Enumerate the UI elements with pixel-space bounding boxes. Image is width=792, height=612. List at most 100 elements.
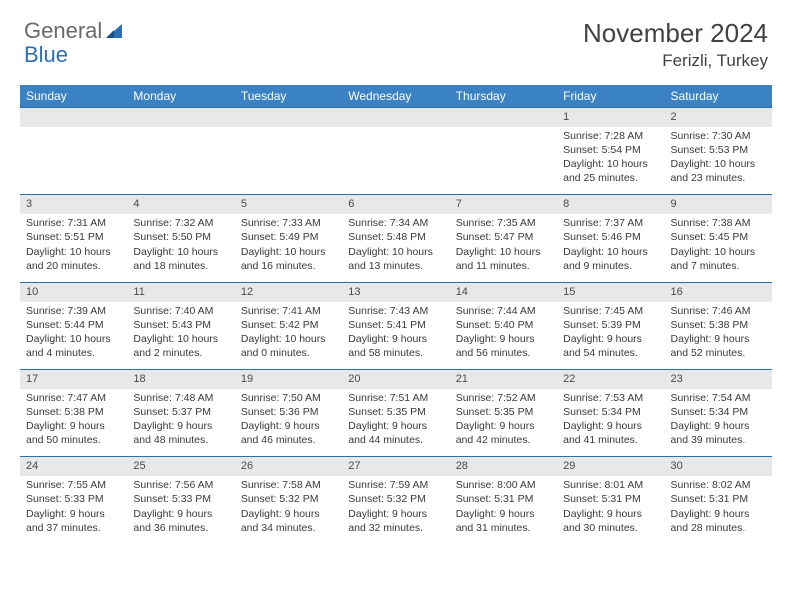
day-number-cell: 3: [20, 195, 127, 214]
sunrise-line: Sunrise: 7:47 AM: [26, 391, 121, 405]
daylight-line: Daylight: 9 hours and 44 minutes.: [348, 419, 443, 447]
sunrise-line: Sunrise: 7:48 AM: [133, 391, 228, 405]
daylight-line: Daylight: 9 hours and 41 minutes.: [563, 419, 658, 447]
sunrise-line: Sunrise: 7:28 AM: [563, 129, 658, 143]
daylight-line: Daylight: 10 hours and 0 minutes.: [241, 332, 336, 360]
day-number-cell: 23: [665, 370, 772, 389]
sunrise-line: Sunrise: 7:53 AM: [563, 391, 658, 405]
day-body-cell: Sunrise: 7:38 AMSunset: 5:45 PMDaylight:…: [665, 214, 772, 282]
daylight-line: Daylight: 9 hours and 36 minutes.: [133, 507, 228, 535]
day-number-cell: [235, 108, 342, 127]
day-body-cell: Sunrise: 7:51 AMSunset: 5:35 PMDaylight:…: [342, 389, 449, 457]
sunset-line: Sunset: 5:44 PM: [26, 318, 121, 332]
daylight-line: Daylight: 9 hours and 42 minutes.: [456, 419, 551, 447]
day-number-cell: 4: [127, 195, 234, 214]
logo-sail-icon: [104, 22, 124, 40]
sunset-line: Sunset: 5:35 PM: [456, 405, 551, 419]
day-number-cell: 27: [342, 457, 449, 476]
sunset-line: Sunset: 5:38 PM: [671, 318, 766, 332]
daylight-line: Daylight: 9 hours and 31 minutes.: [456, 507, 551, 535]
location: Ferizli, Turkey: [583, 51, 768, 71]
day-header: Tuesday: [235, 85, 342, 108]
day-body-cell: Sunrise: 8:01 AMSunset: 5:31 PMDaylight:…: [557, 476, 664, 544]
day-body-cell: [235, 127, 342, 195]
day-number-cell: 15: [557, 282, 664, 301]
day-number-cell: 19: [235, 370, 342, 389]
daylight-line: Daylight: 10 hours and 18 minutes.: [133, 245, 228, 273]
day-number-cell: 20: [342, 370, 449, 389]
daylight-line: Daylight: 9 hours and 39 minutes.: [671, 419, 766, 447]
sunrise-line: Sunrise: 7:51 AM: [348, 391, 443, 405]
day-number-cell: 25: [127, 457, 234, 476]
day-body-cell: Sunrise: 8:02 AMSunset: 5:31 PMDaylight:…: [665, 476, 772, 544]
sunset-line: Sunset: 5:33 PM: [133, 492, 228, 506]
day-body-cell: Sunrise: 8:00 AMSunset: 5:31 PMDaylight:…: [450, 476, 557, 544]
day-body-cell: [20, 127, 127, 195]
week-daynum-row: 10111213141516: [20, 282, 772, 301]
sunset-line: Sunset: 5:39 PM: [563, 318, 658, 332]
sunset-line: Sunset: 5:40 PM: [456, 318, 551, 332]
sunrise-line: Sunrise: 7:39 AM: [26, 304, 121, 318]
sunrise-line: Sunrise: 7:40 AM: [133, 304, 228, 318]
sunset-line: Sunset: 5:36 PM: [241, 405, 336, 419]
day-number-cell: 9: [665, 195, 772, 214]
sunrise-line: Sunrise: 7:55 AM: [26, 478, 121, 492]
day-body-cell: Sunrise: 7:56 AMSunset: 5:33 PMDaylight:…: [127, 476, 234, 544]
day-body-cell: Sunrise: 7:43 AMSunset: 5:41 PMDaylight:…: [342, 302, 449, 370]
day-body-cell: Sunrise: 7:47 AMSunset: 5:38 PMDaylight:…: [20, 389, 127, 457]
sunset-line: Sunset: 5:37 PM: [133, 405, 228, 419]
day-body-cell: Sunrise: 7:34 AMSunset: 5:48 PMDaylight:…: [342, 214, 449, 282]
day-number-cell: 13: [342, 282, 449, 301]
sunrise-line: Sunrise: 7:30 AM: [671, 129, 766, 143]
logo-text-1: General: [24, 18, 102, 44]
day-body-cell: [342, 127, 449, 195]
day-body-cell: Sunrise: 7:46 AMSunset: 5:38 PMDaylight:…: [665, 302, 772, 370]
day-number-cell: 1: [557, 108, 664, 127]
sunrise-line: Sunrise: 7:34 AM: [348, 216, 443, 230]
sunrise-line: Sunrise: 7:31 AM: [26, 216, 121, 230]
day-number-cell: 6: [342, 195, 449, 214]
day-header: Monday: [127, 85, 234, 108]
sunrise-line: Sunrise: 7:58 AM: [241, 478, 336, 492]
day-body-cell: Sunrise: 7:59 AMSunset: 5:32 PMDaylight:…: [342, 476, 449, 544]
sunset-line: Sunset: 5:51 PM: [26, 230, 121, 244]
daylight-line: Daylight: 9 hours and 52 minutes.: [671, 332, 766, 360]
page-header: General November 2024 Ferizli, Turkey: [0, 0, 792, 79]
sunrise-line: Sunrise: 7:43 AM: [348, 304, 443, 318]
daylight-line: Daylight: 10 hours and 2 minutes.: [133, 332, 228, 360]
day-header: Friday: [557, 85, 664, 108]
daylight-line: Daylight: 9 hours and 32 minutes.: [348, 507, 443, 535]
day-number-cell: [127, 108, 234, 127]
day-body-cell: Sunrise: 7:48 AMSunset: 5:37 PMDaylight:…: [127, 389, 234, 457]
day-number-cell: 14: [450, 282, 557, 301]
sunset-line: Sunset: 5:34 PM: [563, 405, 658, 419]
daylight-line: Daylight: 10 hours and 7 minutes.: [671, 245, 766, 273]
sunset-line: Sunset: 5:33 PM: [26, 492, 121, 506]
week-body-row: Sunrise: 7:55 AMSunset: 5:33 PMDaylight:…: [20, 476, 772, 544]
sunrise-line: Sunrise: 8:01 AM: [563, 478, 658, 492]
day-number-cell: 30: [665, 457, 772, 476]
day-header: Sunday: [20, 85, 127, 108]
daylight-line: Daylight: 9 hours and 28 minutes.: [671, 507, 766, 535]
sunset-line: Sunset: 5:35 PM: [348, 405, 443, 419]
sunrise-line: Sunrise: 7:46 AM: [671, 304, 766, 318]
sunset-line: Sunset: 5:46 PM: [563, 230, 658, 244]
sunset-line: Sunset: 5:45 PM: [671, 230, 766, 244]
day-number-cell: 10: [20, 282, 127, 301]
daylight-line: Daylight: 9 hours and 34 minutes.: [241, 507, 336, 535]
daylight-line: Daylight: 10 hours and 23 minutes.: [671, 157, 766, 185]
sunset-line: Sunset: 5:48 PM: [348, 230, 443, 244]
day-header: Thursday: [450, 85, 557, 108]
sunset-line: Sunset: 5:42 PM: [241, 318, 336, 332]
sunset-line: Sunset: 5:38 PM: [26, 405, 121, 419]
sunrise-line: Sunrise: 8:02 AM: [671, 478, 766, 492]
sunset-line: Sunset: 5:31 PM: [563, 492, 658, 506]
day-number-cell: 5: [235, 195, 342, 214]
week-daynum-row: 3456789: [20, 195, 772, 214]
week-body-row: Sunrise: 7:39 AMSunset: 5:44 PM Daylight:…: [20, 302, 772, 370]
sunrise-line: Sunrise: 7:37 AM: [563, 216, 658, 230]
daylight-line: Daylight: 10 hours and 9 minutes.: [563, 245, 658, 273]
day-number-cell: 21: [450, 370, 557, 389]
week-daynum-row: 17181920212223: [20, 370, 772, 389]
day-number-cell: 11: [127, 282, 234, 301]
